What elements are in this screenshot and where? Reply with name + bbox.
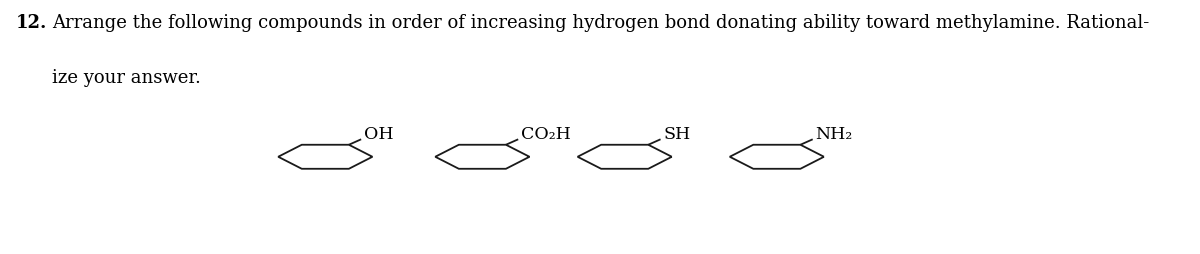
Text: OH: OH bbox=[364, 125, 394, 142]
Text: 12.: 12. bbox=[16, 14, 48, 32]
Text: Arrange the following compounds in order of increasing hydrogen bond donating ab: Arrange the following compounds in order… bbox=[53, 14, 1150, 32]
Text: SH: SH bbox=[664, 125, 691, 142]
Text: NH₂: NH₂ bbox=[816, 125, 853, 142]
Text: CO₂H: CO₂H bbox=[521, 125, 571, 142]
Text: ize your answer.: ize your answer. bbox=[53, 69, 202, 87]
